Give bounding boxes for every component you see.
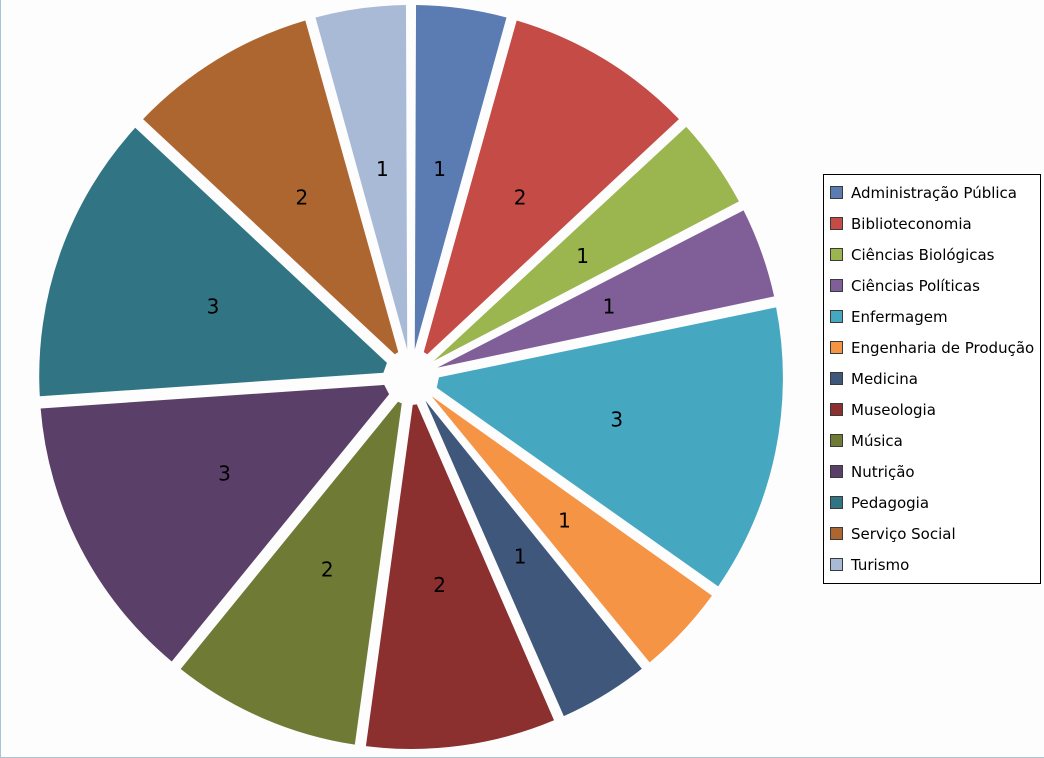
legend-item: Administração Pública — [824, 177, 1040, 208]
legend-swatch — [830, 434, 843, 447]
legend-label: Pedagogia — [851, 494, 929, 512]
legend-label: Ciências Políticas — [851, 277, 980, 295]
slice-data-label: 3 — [218, 462, 231, 486]
slice-data-label: 2 — [433, 573, 446, 597]
legend-swatch — [830, 527, 843, 540]
legend-label: Engenharia de Produção — [851, 339, 1034, 357]
slice-data-label: 2 — [514, 186, 527, 210]
legend-item: Ciências Biológicas — [824, 239, 1040, 270]
slice-data-label: 2 — [321, 558, 334, 582]
legend-swatch — [830, 279, 843, 292]
slice-data-label: 1 — [433, 157, 446, 181]
legend-label: Nutrição — [851, 463, 915, 481]
legend-label: Enfermagem — [851, 308, 948, 326]
legend-label: Música — [851, 432, 903, 450]
slice-data-label: 1 — [576, 244, 589, 268]
legend-label: Biblioteconomia — [851, 215, 972, 233]
slice-data-label: 1 — [558, 508, 571, 532]
legend-swatch — [830, 496, 843, 509]
slice-data-label: 3 — [207, 295, 220, 319]
legend-swatch — [830, 465, 843, 478]
legend-item: Serviço Social — [824, 518, 1040, 549]
legend-swatch — [830, 558, 843, 571]
legend-item: Engenharia de Produção — [824, 332, 1040, 363]
slice-data-label: 2 — [295, 186, 308, 210]
legend-swatch — [830, 341, 843, 354]
legend-item: Turismo — [824, 549, 1040, 580]
legend-label: Serviço Social — [851, 525, 956, 543]
legend-item: Museologia — [824, 394, 1040, 425]
legend-item: Medicina — [824, 363, 1040, 394]
legend-item: Ciências Políticas — [824, 270, 1040, 301]
legend-label: Turismo — [851, 556, 909, 574]
slice-data-label: 1 — [514, 545, 527, 569]
legend-label: Medicina — [851, 370, 918, 388]
legend-label: Ciências Biológicas — [851, 246, 995, 264]
legend: Administração Pública Biblioteconomia Ciên… — [823, 174, 1041, 584]
legend-item: Nutrição — [824, 456, 1040, 487]
legend-item: Pedagogia — [824, 487, 1040, 518]
legend-item: Biblioteconomia — [824, 208, 1040, 239]
legend-swatch — [830, 310, 843, 323]
legend-swatch — [830, 248, 843, 261]
legend-label: Administração Pública — [851, 184, 1017, 202]
legend-swatch — [830, 217, 843, 230]
legend-swatch — [830, 186, 843, 199]
slice-data-label: 1 — [603, 295, 616, 319]
legend-item: Música — [824, 425, 1040, 456]
legend-label: Museologia — [851, 401, 936, 419]
legend-item: Enfermagem — [824, 301, 1040, 332]
slice-data-label: 1 — [376, 157, 389, 181]
slice-data-label: 3 — [610, 408, 623, 432]
legend-swatch — [830, 372, 843, 385]
legend-swatch — [830, 403, 843, 416]
